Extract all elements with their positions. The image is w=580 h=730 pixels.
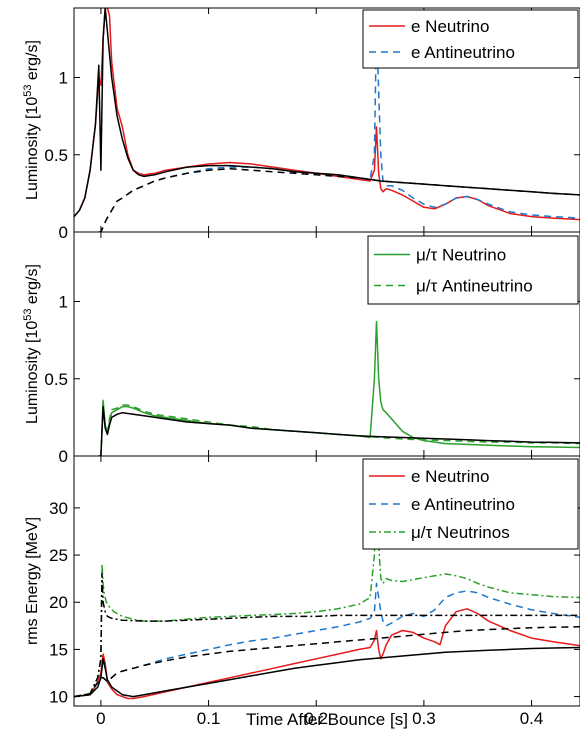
x-tick-label: 0	[96, 709, 105, 728]
series-line-reference-4	[74, 626, 580, 698]
series-line-reference-3	[98, 167, 580, 232]
panel-middle: 0 0.5 1 Luminosity [1053 erg/s] μ/τ Neutrino…	[22, 231, 580, 466]
x-tick-label: 0.2	[304, 709, 328, 728]
axes-frame	[73, 455, 580, 707]
y-axis-label: Luminosity [1053 erg/s]	[22, 40, 41, 200]
legend-label: e Antineutrino	[411, 495, 515, 514]
legend-box	[362, 9, 579, 69]
legend: e Neutrino e Antineutrino	[362, 9, 579, 69]
legend-label: e Antineutrino	[411, 43, 515, 62]
x-tick-label: 0.1	[197, 709, 221, 728]
y-tick-label: 1	[59, 293, 68, 312]
y-tick-label: 0.5	[44, 370, 68, 389]
x-axis-label: Time After Bounce [s]	[246, 710, 408, 729]
series-line--neutrinos	[74, 469, 580, 698]
y-tick-label: 1	[59, 69, 68, 88]
series-line-reference-3	[74, 646, 580, 698]
legend-label: μ/τ Neutrinos	[411, 523, 510, 542]
series-line--neutrino	[98, 320, 580, 456]
x-tick-label: 0.3	[412, 709, 436, 728]
y-tick-label: 25	[49, 546, 68, 565]
legend-label: μ/τ Antineutrino	[416, 277, 533, 296]
legend-box	[367, 235, 579, 305]
x-tick-label: 0.4	[520, 709, 544, 728]
y-tick-label: 0	[59, 447, 68, 466]
series-line-e-neutrino	[74, 608, 580, 700]
y-axis-label: Luminosity [1053 erg/s]	[22, 264, 41, 424]
y-tick-label: 15	[49, 640, 68, 659]
series-group	[74, 8, 580, 232]
series-line-reference-2	[98, 405, 580, 456]
y-tick-label: 0	[59, 223, 68, 242]
series-line-e-antineutrino	[74, 582, 580, 698]
series-group	[98, 320, 580, 456]
series-group	[74, 469, 580, 700]
y-axis-label: rms Energy [MeV]	[24, 517, 41, 645]
panel-bottom: 0 0.1 0.2 0.3 0.4 10 15 20 25 30 rms Energy [MeV] e…	[24, 455, 580, 728]
y-tick-label: 30	[49, 499, 68, 518]
legend: μ/τ Neutrino μ/τ Antineutrino	[367, 235, 579, 305]
legend-label: e Neutrino	[411, 467, 489, 486]
legend-label: μ/τ Neutrino	[416, 246, 506, 265]
legend-label: e Neutrino	[411, 17, 489, 36]
series-line--antineutrino	[98, 401, 580, 456]
y-tick-label: 10	[49, 688, 68, 707]
legend: e Neutrino e Antineutrino μ/τ Neutrinos	[362, 458, 579, 550]
y-tick-label: 0.5	[44, 146, 68, 165]
series-line-reference-5	[74, 573, 580, 698]
y-tick-label: 20	[49, 593, 68, 612]
series-line-reference-2	[74, 8, 580, 218]
